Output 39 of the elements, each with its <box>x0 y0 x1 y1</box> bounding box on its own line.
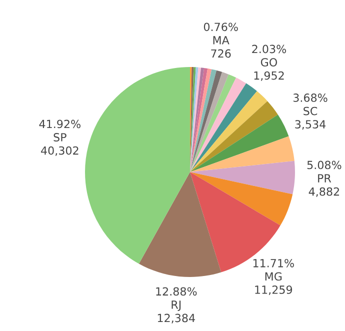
pie-slice <box>190 67 198 172</box>
pie-slice <box>190 114 289 172</box>
pie-slice <box>190 68 204 172</box>
pie-slice <box>190 69 217 172</box>
text: 2.03% <box>252 44 286 54</box>
pie-slice <box>190 74 236 172</box>
slice-label: MA <box>213 36 230 44</box>
text: 5.08% <box>307 160 342 170</box>
pie-slice <box>190 83 257 172</box>
slice-label: MG <box>265 272 282 281</box>
pie-slice <box>190 160 295 194</box>
slice-label: GO <box>260 58 278 66</box>
slice-label: SP <box>54 133 66 142</box>
slice-label: RJ <box>172 300 181 311</box>
pie-slice <box>190 70 222 172</box>
pie-slice <box>190 68 208 172</box>
text: 3.68% <box>293 94 328 102</box>
text: 41.92% <box>39 120 80 128</box>
text: 0.76% <box>204 22 238 32</box>
text: 11.71% <box>253 258 294 268</box>
pie-slice <box>190 72 229 172</box>
pie-slice <box>138 172 222 277</box>
data-label: 12,384 <box>158 314 195 324</box>
pie-slice <box>190 101 278 172</box>
data-label: 40,302 <box>41 146 78 156</box>
pie-slice <box>190 78 246 172</box>
data-label: 4,882 <box>308 187 339 197</box>
data-label: 11,259 <box>255 286 292 296</box>
pie-slice <box>85 67 190 264</box>
text: 12.88% <box>156 287 197 296</box>
pie-slice <box>190 91 268 172</box>
data-label: 1,952 <box>254 71 284 81</box>
pie-slice <box>190 68 212 172</box>
pie-slice <box>190 172 293 226</box>
slice-label: PR <box>318 174 332 182</box>
pie-slice <box>190 136 294 172</box>
data-label: 3,534 <box>295 120 326 130</box>
slice-label: SC <box>304 106 318 116</box>
data-label: 726 <box>211 49 231 58</box>
